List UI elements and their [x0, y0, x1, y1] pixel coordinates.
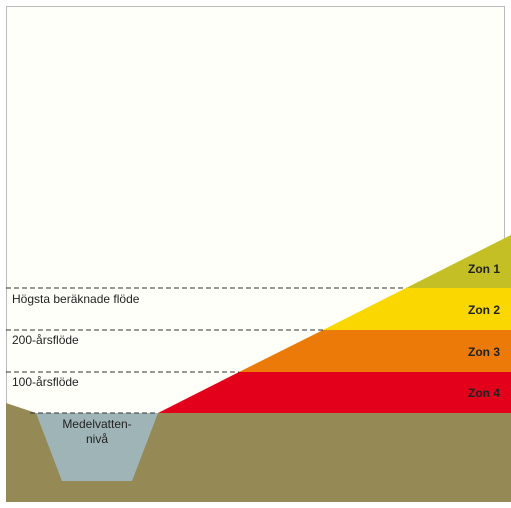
- channel-label: Medelvatten-: [62, 417, 131, 431]
- level-label: 100-årsflöde: [12, 375, 79, 389]
- level-label: Högsta beräknade flöde: [12, 292, 140, 306]
- zone-label: Zon 2: [468, 303, 500, 317]
- zone-label: Zon 3: [468, 345, 500, 359]
- flood-zone-diagram: Högsta beräknade flöde 200-årsflöde 100-…: [0, 0, 511, 508]
- zone-label: Zon 1: [468, 262, 500, 276]
- channel-label: nivå: [86, 432, 108, 446]
- zone-label: Zon 4: [468, 386, 500, 400]
- level-label: 200-årsflöde: [12, 333, 79, 347]
